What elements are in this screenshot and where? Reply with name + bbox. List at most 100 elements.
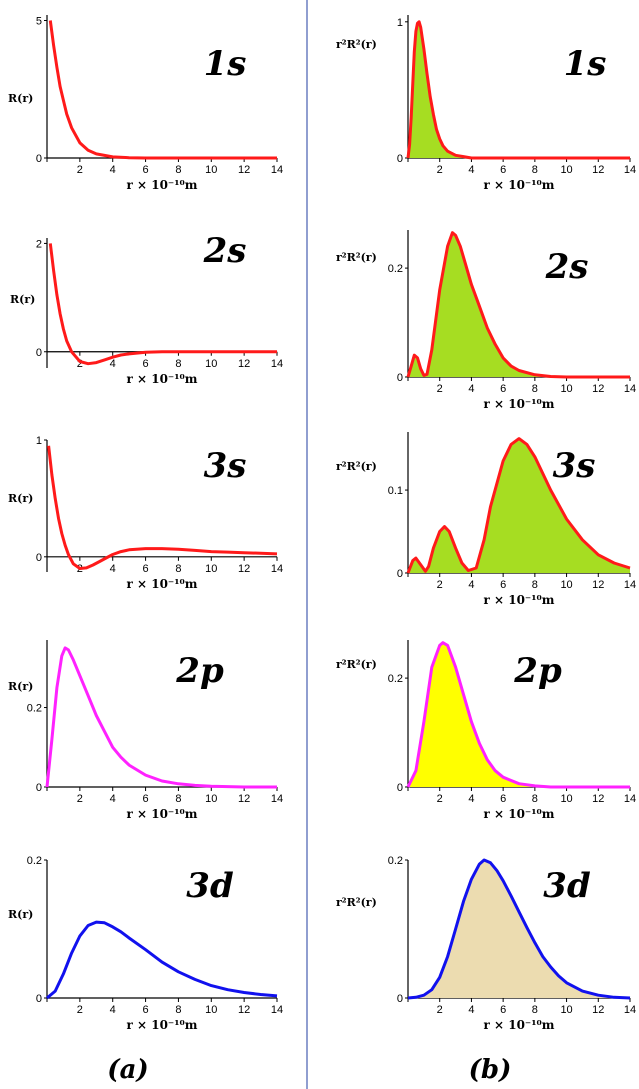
orbital-label-3d: 3d [186, 866, 234, 906]
x-tick-label: 6 [500, 383, 506, 395]
x-tick-label: 14 [271, 1004, 283, 1016]
x-tick-label: 2 [437, 164, 443, 176]
y-tick-label: 2 [36, 238, 42, 250]
x-tick-label: 6 [500, 793, 506, 805]
x-tick-label: 6 [500, 164, 506, 176]
y-tick-label: 0 [397, 782, 403, 794]
x-tick-label: 12 [238, 164, 250, 176]
x-tick-label: 12 [592, 1004, 604, 1016]
y-tick-label: 1 [36, 435, 42, 447]
series-line-b1s [406, 20, 630, 160]
series-area-b2s [408, 232, 630, 377]
x-tick-label: 6 [143, 793, 149, 805]
x-tick-label: 8 [532, 793, 538, 805]
orbital-label-2p: 2p [513, 651, 562, 691]
chart-a2s: 2 4 6 8 10 12 14 0 2 r × 10⁻¹⁰m R(r) 2s [10, 231, 283, 386]
x-tick-label: 2 [437, 793, 443, 805]
x-tick-label: 14 [271, 793, 283, 805]
x-tick-label: 4 [110, 358, 116, 370]
x-tick-label: 2 [77, 1004, 83, 1016]
x-tick-label: 2 [437, 1004, 443, 1016]
y-tick-label: 0 [36, 782, 42, 794]
x-tick-label: 6 [143, 563, 149, 575]
series-line-a3s [47, 445, 278, 570]
x-tick-label: 8 [175, 1004, 181, 1016]
y-axis-label: r²R²(r) [336, 896, 377, 909]
x-axis-label: r × 10⁻¹⁰m [484, 397, 555, 411]
x-tick-label: 8 [175, 793, 181, 805]
x-tick-label: 4 [110, 1004, 116, 1016]
y-tick-label: 0 [36, 552, 42, 564]
orbital-label-1s: 1s [564, 44, 607, 84]
series-area-b2p [408, 642, 630, 787]
x-axis-label: r × 10⁻¹⁰m [484, 178, 555, 192]
x-tick-label: 10 [560, 1004, 572, 1016]
x-tick-label: 2 [77, 164, 83, 176]
chart-b2p: 2 4 6 8 10 12 14 0 0.2 r × 10⁻¹⁰m r²R²(r) 2p [336, 640, 636, 821]
x-tick-label: 14 [271, 164, 283, 176]
x-tick-label: 4 [468, 164, 474, 176]
x-tick-label: 12 [238, 793, 250, 805]
x-tick-label: 12 [238, 358, 250, 370]
orbital-label-3d: 3d [543, 866, 591, 906]
y-axis-label: R(r) [8, 492, 33, 505]
chart-b3d: 2 4 6 8 10 12 14 0 0.2 r × 10⁻¹⁰m r²R²(r) 3d [336, 855, 636, 1032]
y-tick-label: 0 [397, 568, 403, 580]
x-tick-label: 8 [532, 1004, 538, 1016]
orbital-label-2s: 2s [203, 231, 247, 271]
x-tick-label: 14 [624, 383, 636, 395]
series-line-a2p [45, 646, 277, 789]
x-tick-label: 4 [110, 164, 116, 176]
x-tick-label: 8 [175, 563, 181, 575]
x-tick-label: 4 [468, 1004, 474, 1016]
x-tick-label: 14 [624, 1004, 636, 1016]
x-tick-label: 4 [468, 383, 474, 395]
x-tick-label: 10 [205, 358, 217, 370]
x-tick-label: 8 [532, 383, 538, 395]
y-tick-label: 0.2 [388, 263, 403, 275]
x-tick-label: 8 [175, 358, 181, 370]
x-tick-label: 2 [437, 383, 443, 395]
chart-b2s: 2 4 6 8 10 12 14 0 0.2 r × 10⁻¹⁰m r²R²(r) 2s [336, 230, 636, 411]
x-tick-label: 14 [271, 358, 283, 370]
x-tick-label: 10 [560, 383, 572, 395]
orbital-label-3s: 3s [204, 446, 247, 486]
x-tick-label: 4 [110, 793, 116, 805]
y-tick-label: 0.1 [388, 485, 403, 497]
x-tick-label: 6 [143, 358, 149, 370]
series-line-b2p [406, 641, 630, 789]
chart-a1s: 2 4 6 8 10 12 14 0 5 r × 10⁻¹⁰m R(r) 1s [8, 15, 283, 192]
y-tick-label: 0.2 [388, 855, 403, 867]
x-tick-label: 12 [592, 793, 604, 805]
y-axis-label: r²R²(r) [336, 251, 377, 264]
orbital-label-3s: 3s [553, 446, 596, 486]
series-area-b3d [408, 860, 630, 998]
y-tick-label: 0.2 [27, 703, 42, 715]
x-tick-label: 6 [500, 1004, 506, 1016]
y-axis-label: R(r) [10, 293, 35, 306]
series-line-b3s [406, 437, 631, 574]
x-tick-label: 8 [532, 579, 538, 591]
y-tick-label: 5 [36, 16, 42, 28]
chart-b3s: 2 4 6 8 10 12 14 0 0.1 r × 10⁻¹⁰m r²R²(r) 3s [336, 432, 636, 607]
x-axis-label: r × 10⁻¹⁰m [127, 372, 198, 386]
y-tick-label: 0 [397, 153, 403, 165]
series-line-a1s [48, 20, 277, 160]
series-area-b3s [408, 438, 630, 573]
x-tick-label: 12 [238, 563, 250, 575]
x-tick-label: 10 [560, 579, 572, 591]
series-line-b2s [406, 231, 630, 379]
y-axis-label: R(r) [8, 680, 33, 693]
x-axis-label: r × 10⁻¹⁰m [484, 807, 555, 821]
x-tick-label: 10 [205, 563, 217, 575]
x-tick-label: 8 [532, 164, 538, 176]
x-axis-label: r × 10⁻¹⁰m [484, 1018, 555, 1032]
y-axis-label: r²R²(r) [336, 38, 377, 51]
y-tick-label: 0 [36, 993, 42, 1005]
x-tick-label: 4 [110, 563, 116, 575]
x-axis-label: r × 10⁻¹⁰m [127, 577, 198, 591]
y-axis-label: r²R²(r) [336, 460, 377, 473]
